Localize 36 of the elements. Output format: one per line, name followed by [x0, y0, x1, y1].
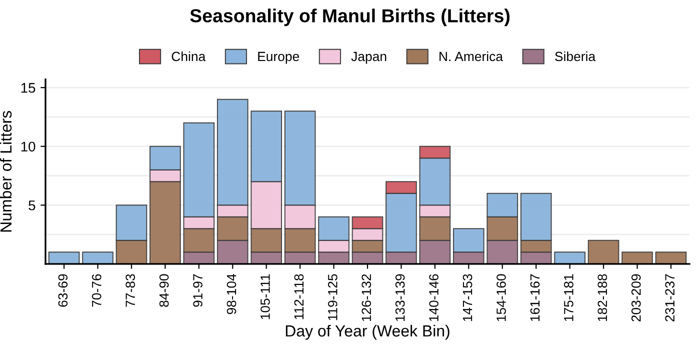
x-tick-label: 91-97: [193, 274, 202, 307]
bar: [588, 240, 620, 264]
x-tick-label: 126-132: [362, 274, 372, 322]
x-tick-label: 154-160: [496, 274, 506, 322]
x-tick-label: 182-188: [598, 274, 608, 322]
x-tick-label: 70-76: [92, 274, 102, 307]
y-tick-label: 15: [21, 83, 36, 93]
y-axis-title: Number of Litters: [0, 110, 12, 232]
x-tick-label: 147-153: [462, 274, 472, 322]
y-tick-label: 5: [28, 200, 36, 210]
x-tick-label: 119-125: [328, 274, 338, 320]
x-tick-label: 98-104: [226, 274, 236, 314]
legend-label: China: [172, 51, 206, 62]
bar: [82, 252, 114, 264]
legend-label: Europe: [258, 52, 300, 64]
x-tick-label: 63-69: [58, 274, 68, 307]
x-tick-label: 231-237: [665, 274, 674, 322]
bar: [554, 252, 586, 264]
chart-title: Seasonality of Manul Births (Litters): [190, 8, 510, 26]
x-tick-label: 140-146: [429, 274, 438, 322]
x-tick-label: 175-181: [564, 274, 574, 322]
x-tick-label: 84-90: [159, 274, 169, 307]
bar: [48, 252, 80, 264]
x-tick-label: 77-83: [126, 274, 136, 307]
legend-label: Siberia: [555, 51, 596, 62]
x-tick-label: 112-118: [294, 274, 304, 320]
x-tick-label: 133-139: [395, 274, 405, 322]
bar: [622, 252, 653, 264]
x-tick-label: 203-209: [631, 274, 641, 322]
bar: [655, 252, 687, 264]
legend-label: Japan: [351, 52, 386, 64]
x-tick-label: 161-167: [530, 274, 540, 322]
x-axis-title: Day of Year (Week Bin): [286, 324, 450, 340]
y-tick-label: 10: [21, 142, 36, 152]
x-tick-label: 105-111: [260, 274, 270, 320]
legend-label: N. America: [440, 51, 503, 62]
